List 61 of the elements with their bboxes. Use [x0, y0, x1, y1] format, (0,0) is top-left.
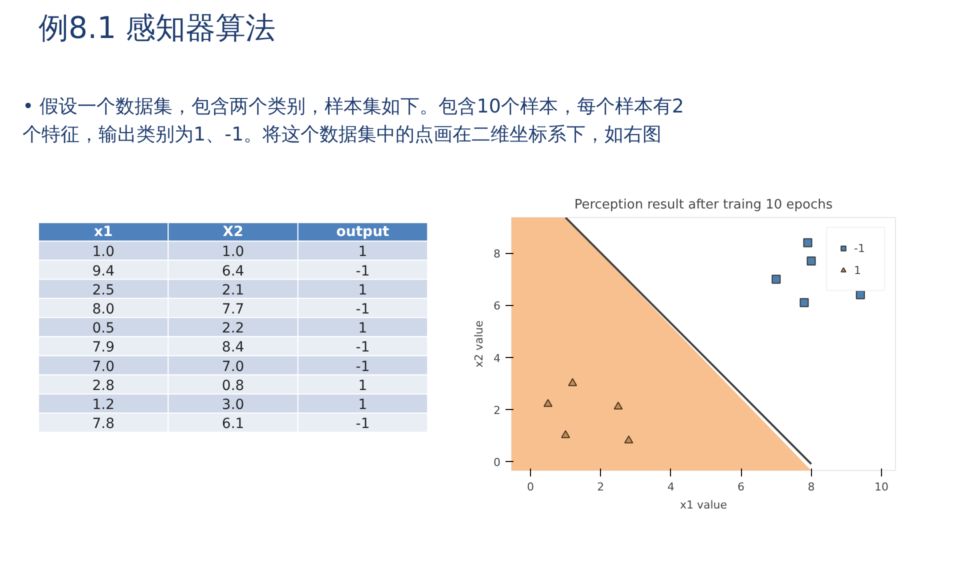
- x-axis-title: x1 value: [680, 498, 728, 512]
- text: 1.0: [222, 244, 244, 260]
- text: 7.9: [92, 340, 114, 356]
- point: [614, 402, 623, 410]
- category-label: output: [336, 224, 390, 240]
- point: [568, 378, 578, 386]
- y-tick-label: 8: [494, 248, 500, 261]
- text: -1: [356, 358, 370, 375]
- x-tick-label: 2: [597, 480, 604, 494]
- point: [544, 399, 553, 407]
- text: 8.0: [92, 301, 114, 318]
- text: 1.2: [92, 397, 114, 414]
- y-tick-label: 6: [494, 300, 500, 313]
- text: • 假设一个数据集，包含两个类别，样本集如下。包含10个样本，每个样本有2 个特征，输出类别为1、-1。将这个数据集中的点画在二维坐标系下，如右图: [22, 96, 684, 146]
- x-tick-label: 0: [526, 480, 534, 494]
- text: 8.4: [222, 340, 244, 356]
- text: 7.0: [92, 358, 114, 375]
- text: 2.1: [222, 282, 244, 298]
- x-tick-label: 8: [808, 480, 815, 494]
- text: 0.5: [92, 320, 114, 337]
- point: [561, 430, 570, 438]
- text: 2.2: [222, 320, 244, 337]
- text: 0.8: [222, 378, 244, 394]
- text: 1: [358, 320, 368, 337]
- text: 7.8: [92, 416, 114, 432]
- text: 6.4: [222, 263, 244, 280]
- point: [856, 290, 865, 300]
- text: 2.5: [92, 282, 114, 298]
- y-tick-label: 0: [494, 456, 500, 469]
- category-label: x1: [94, 224, 113, 240]
- y-axis-title: x2 value: [472, 320, 486, 368]
- point: [806, 256, 816, 266]
- text: 例8.1 感知器算法: [38, 11, 276, 46]
- category-label: X2: [222, 224, 244, 240]
- text: 1: [358, 378, 368, 394]
- x-tick-label: 6: [738, 480, 745, 494]
- text: -1: [356, 416, 370, 432]
- text: -1: [356, 340, 370, 356]
- chart-title: Perception result after traing 10 epochs: [574, 198, 833, 212]
- text: 3.0: [222, 397, 244, 414]
- y-tick-label: 4: [494, 352, 500, 365]
- point: [772, 274, 781, 284]
- text: 2.8: [92, 378, 114, 394]
- text: 1: [358, 397, 368, 414]
- x-tick-label: 4: [667, 480, 674, 494]
- text: -1: [356, 263, 370, 280]
- x-tick-label: 10: [874, 480, 888, 494]
- point: [800, 298, 809, 308]
- point: [624, 435, 634, 444]
- text: 1.0: [92, 244, 114, 260]
- text: -1: [356, 301, 370, 318]
- text: 1: [358, 282, 368, 298]
- text: 9.4: [92, 263, 114, 280]
- text: 6.1: [222, 416, 244, 432]
- point: [803, 238, 812, 248]
- legend-label: -1: [854, 242, 866, 254]
- text: 7.0: [222, 358, 244, 375]
- text: 1: [358, 244, 368, 260]
- text: 7.7: [222, 301, 244, 318]
- y-tick-label: 2: [494, 404, 500, 417]
- legend-label: 1: [854, 264, 862, 276]
